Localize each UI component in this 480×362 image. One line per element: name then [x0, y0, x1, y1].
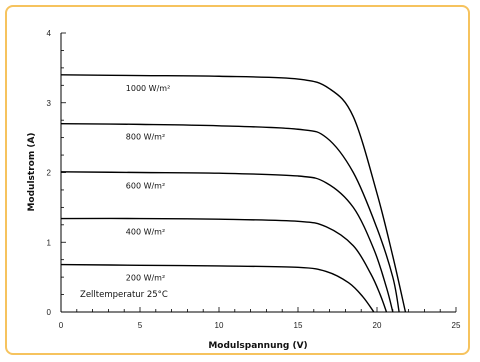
curve-label: 1000 W/m² [126, 84, 171, 93]
iv-curve-line [60, 171, 394, 313]
curve-label: 200 W/m² [126, 274, 165, 283]
x-tick-label: 5 [138, 321, 143, 330]
x-tick-label: 25 [452, 321, 461, 330]
x-tick-label: 15 [294, 321, 303, 330]
iv-curve-line [60, 217, 388, 313]
x-tick-label: 10 [215, 321, 224, 330]
y-tick-label: 0 [47, 308, 52, 317]
x-axis-title: Modulspannung (V) [208, 341, 307, 351]
iv-curve-line [60, 263, 375, 313]
y-axis-title: Modulstrom (A) [27, 132, 37, 211]
chart-frame [5, 5, 470, 355]
y-tick-label: 1 [47, 238, 52, 247]
y-tick-label: 3 [47, 99, 52, 108]
y-tick-label: 4 [47, 29, 52, 38]
temperature-note: Zelltemperatur 25°C [80, 290, 168, 300]
x-tick-label: 0 [59, 321, 64, 330]
curve-label: 400 W/m² [126, 228, 165, 237]
curve-labels: 1000 W/m² 800 W/m² 600 W/m² 400 W/m² 200 W/m… [126, 84, 171, 283]
curves [60, 74, 407, 313]
curve-label: 600 W/m² [126, 182, 165, 191]
iv-curve-line [60, 74, 407, 313]
ticks: 0 1 2 3 4 0 5 10 15 20 25 [47, 29, 461, 330]
curve-label: 800 W/m² [126, 133, 165, 142]
y-tick-label: 2 [47, 169, 52, 178]
iv-curve-line [60, 122, 400, 313]
x-tick-label: 20 [373, 321, 382, 330]
